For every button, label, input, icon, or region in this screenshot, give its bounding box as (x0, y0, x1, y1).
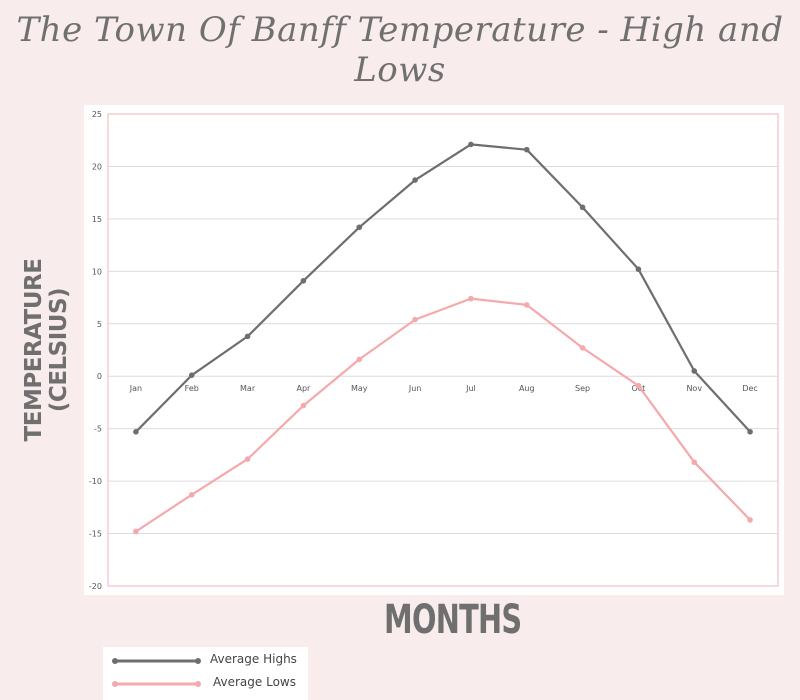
data-point-average-lows (635, 382, 642, 389)
data-point-average-lows (412, 316, 418, 323)
gridlines (108, 165, 778, 535)
data-point-average-highs (523, 146, 530, 153)
y-tick-label: -5 (94, 425, 102, 434)
x-tick-label: Apr (296, 384, 311, 393)
y-tick-label: 20 (92, 162, 102, 171)
data-point-average-highs (635, 266, 642, 273)
x-tick-label: Sep (575, 384, 590, 393)
data-point-average-lows (133, 528, 139, 535)
plot-area: 25 20 15 10 5 0 -5 -10 -15 -20 Jan Feb Mar Apr May Jun… (84, 105, 784, 595)
y-tick-label: 5 (97, 320, 102, 329)
x-tick-label: Jun (408, 384, 422, 393)
y-tick-label: 10 (92, 267, 102, 276)
legend-item-average-highs: Average Highs (103, 649, 308, 673)
series-line-average-highs (135, 143, 751, 433)
y-tick-label: -10 (89, 477, 102, 486)
chart-svg: 25 20 15 10 5 0 -5 -10 -15 -20 Jan Feb Mar Apr May Jun… (89, 110, 779, 591)
data-point-average-lows (356, 356, 363, 363)
data-point-average-lows (523, 302, 530, 308)
data-point-average-lows (691, 459, 698, 466)
x-tick-label: Jul (465, 384, 476, 393)
y-tick-label: 25 (92, 110, 102, 119)
data-point-average-highs (579, 204, 586, 211)
x-tick-label: Dec (742, 384, 757, 393)
x-tick-label: Feb (185, 384, 199, 393)
series-line-average-lows (135, 297, 751, 533)
legend-swatch-average-lows (112, 681, 201, 687)
x-tick-label: Oct (631, 384, 645, 393)
legend-label-average-lows: Average Lows (213, 675, 296, 689)
legend-item-average-lows: Average Lows (103, 672, 308, 696)
x-tick-label: Jan (129, 384, 142, 393)
data-point-average-highs (747, 429, 753, 435)
x-tick-label: Aug (519, 384, 535, 393)
legend-swatch-average-highs (112, 658, 201, 664)
x-axis-label: MONTHS (384, 597, 522, 643)
data-point-average-highs (468, 141, 474, 148)
data-point-average-lows (188, 491, 195, 498)
y-axis-label: TEMPERATURE (CELSIUS) (21, 258, 72, 442)
data-point-average-lows (579, 345, 586, 351)
legend: Average Highs Average Lows (103, 647, 308, 700)
data-point-average-highs (300, 277, 307, 284)
data-point-average-highs (133, 429, 139, 435)
y-tick-label: -20 (89, 582, 102, 591)
x-tick-labels: Jan Feb Mar Apr May Jun Jul Aug Sep Oct Nov Dec (129, 384, 758, 393)
data-point-average-highs (412, 177, 418, 183)
x-tick-label: Mar (240, 384, 256, 393)
y-axis-label-line-2: (CELSIUS) (46, 287, 72, 413)
data-point-average-lows (300, 402, 307, 409)
data-point-average-highs (691, 368, 698, 374)
data-point-average-lows (468, 295, 474, 302)
plot-border (107, 113, 779, 587)
y-tick-label: 15 (92, 215, 102, 224)
x-tick-label: May (351, 384, 368, 393)
chart-title: The Town Of Banff Temperature - High and… (16, 10, 784, 90)
data-point-average-lows (244, 456, 251, 462)
data-point-average-highs (188, 372, 195, 378)
data-point-average-lows (747, 517, 753, 523)
data-point-average-highs (356, 224, 363, 231)
y-tick-label: 0 (97, 372, 102, 381)
y-tick-label: -15 (89, 530, 102, 539)
y-axis-label-line-1: TEMPERATURE (21, 258, 47, 442)
data-point-average-highs (244, 333, 251, 340)
y-tick-labels: 25 20 15 10 5 0 -5 -10 -15 -20 (89, 110, 102, 591)
x-tick-label: Nov (686, 384, 702, 393)
legend-label-average-highs: Average Highs (210, 652, 297, 666)
series-lines (133, 141, 753, 535)
